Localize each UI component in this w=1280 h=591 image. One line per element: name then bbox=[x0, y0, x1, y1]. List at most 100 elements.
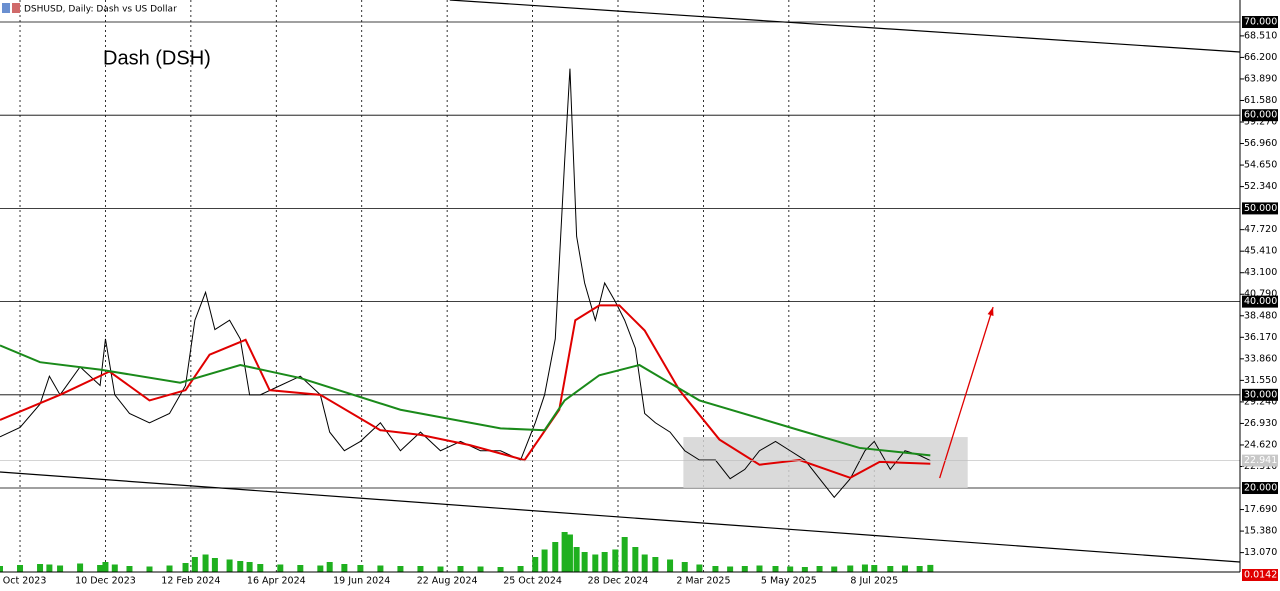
volume-bar bbox=[681, 562, 688, 572]
current-price-box bbox=[1242, 454, 1278, 467]
level-label: 20.000 bbox=[1244, 483, 1277, 494]
volume-bar bbox=[592, 554, 599, 572]
x-tick-label: 28 Dec 2024 bbox=[588, 576, 649, 587]
volume-bar bbox=[182, 563, 189, 572]
volume-bar bbox=[341, 564, 348, 572]
x-tick-label: 19 Jun 2024 bbox=[333, 576, 390, 587]
volume-bar bbox=[901, 565, 908, 572]
volume-bar bbox=[111, 564, 118, 572]
channel-line bbox=[0, 471, 1241, 563]
level-label: 30.000 bbox=[1244, 389, 1277, 400]
level-label-box bbox=[1242, 109, 1278, 122]
volume-bar bbox=[246, 562, 253, 572]
y-tick-label: 52.340 bbox=[1244, 181, 1277, 192]
volume-bar bbox=[297, 565, 304, 572]
current-price-label: 22.941 bbox=[1244, 455, 1277, 466]
volume-bar bbox=[712, 566, 719, 572]
volume-bar bbox=[612, 549, 619, 572]
y-tick-label: 61.580 bbox=[1244, 95, 1277, 106]
volume-bar bbox=[552, 542, 559, 572]
volume-bar bbox=[916, 566, 923, 572]
x-tick-label: 5 May 2025 bbox=[761, 576, 817, 587]
level-label: 60.000 bbox=[1244, 110, 1277, 121]
volume-bar bbox=[397, 566, 404, 572]
y-tick-label: 31.550 bbox=[1244, 375, 1277, 386]
volume-bar bbox=[326, 562, 333, 572]
volume-bar bbox=[517, 566, 524, 572]
volume-bar bbox=[787, 566, 794, 572]
x-tick-label: 2 Mar 2025 bbox=[676, 576, 730, 587]
volume-bar bbox=[816, 566, 823, 572]
y-tick-label: 40.790 bbox=[1244, 289, 1277, 300]
volume-bar bbox=[126, 566, 133, 572]
header-icon bbox=[2, 3, 10, 13]
volume-bar bbox=[573, 547, 580, 572]
volume-bar bbox=[801, 567, 808, 572]
y-tick-label: 59.270 bbox=[1244, 117, 1277, 128]
volume-bar bbox=[566, 534, 573, 572]
volume-bar bbox=[57, 565, 64, 572]
x-tick-label: 8 Jul 2025 bbox=[850, 576, 898, 587]
price-line bbox=[0, 304, 931, 479]
arrow-head bbox=[987, 307, 994, 317]
volume-bar bbox=[202, 554, 209, 572]
volume-bar bbox=[0, 566, 3, 572]
volume-bar bbox=[277, 564, 284, 572]
volume-bar bbox=[211, 558, 218, 572]
y-tick-label: 54.650 bbox=[1244, 160, 1277, 171]
volume-bar bbox=[641, 554, 648, 572]
volume-bar bbox=[847, 565, 854, 572]
y-tick-label: 45.410 bbox=[1244, 246, 1277, 257]
y-tick-label: 43.100 bbox=[1244, 267, 1277, 278]
volume-bar bbox=[927, 564, 934, 572]
y-tick-label: 33.860 bbox=[1244, 353, 1277, 364]
volume-bar bbox=[581, 552, 588, 572]
volume-bar bbox=[696, 564, 703, 572]
x-tick-label: 25 Oct 2024 bbox=[503, 576, 562, 587]
volume-bar bbox=[417, 566, 424, 572]
volume-bar bbox=[257, 564, 264, 572]
volume-bar bbox=[437, 566, 444, 572]
volume-bar bbox=[561, 532, 568, 572]
volume-bar bbox=[541, 549, 548, 572]
header-icon bbox=[12, 3, 20, 13]
y-tick-label: 47.720 bbox=[1244, 224, 1277, 235]
volume-bar bbox=[146, 566, 153, 572]
price-line bbox=[0, 68, 931, 499]
y-tick-label: 29.240 bbox=[1244, 396, 1277, 407]
volume-bar bbox=[102, 562, 109, 572]
volume-bar bbox=[831, 566, 838, 572]
y-tick-label: 56.960 bbox=[1244, 138, 1277, 149]
level-label: 70.000 bbox=[1244, 16, 1277, 27]
level-label-box bbox=[1242, 295, 1278, 308]
level-label-box bbox=[1242, 202, 1278, 215]
plot-area bbox=[0, 0, 1241, 572]
volume-bar bbox=[237, 561, 244, 572]
y-tick-label: 66.200 bbox=[1244, 52, 1277, 63]
volume-bar bbox=[166, 565, 173, 572]
volume-bar bbox=[77, 563, 84, 572]
level-label-box bbox=[1242, 388, 1278, 401]
volume-bar bbox=[37, 564, 44, 572]
channel-line bbox=[449, 0, 1241, 53]
volume-bar bbox=[357, 565, 364, 572]
header: DSHUSD, Daily: Dash vs US Dollar bbox=[24, 5, 177, 15]
volume-bar bbox=[756, 565, 763, 572]
price-line bbox=[0, 344, 931, 457]
level-label: 40.000 bbox=[1244, 296, 1277, 307]
y-tick-label: 24.620 bbox=[1244, 439, 1277, 450]
y-tick-label: 36.170 bbox=[1244, 332, 1277, 343]
volume-bar bbox=[532, 557, 539, 572]
level-label-box bbox=[1242, 15, 1278, 28]
volume-bar bbox=[741, 566, 748, 572]
volume-bar bbox=[887, 566, 894, 572]
x-tick-label: 12 Feb 2024 bbox=[161, 576, 220, 587]
chart-title: Dash (DSH) bbox=[103, 47, 211, 69]
level-label: 50.000 bbox=[1244, 203, 1277, 214]
volume-bar bbox=[226, 559, 233, 572]
x-tick-label: 10 Dec 2023 bbox=[75, 576, 136, 587]
volume-bar bbox=[97, 565, 104, 572]
y-tick-label: 26.930 bbox=[1244, 418, 1277, 429]
volume-bar bbox=[46, 564, 53, 572]
